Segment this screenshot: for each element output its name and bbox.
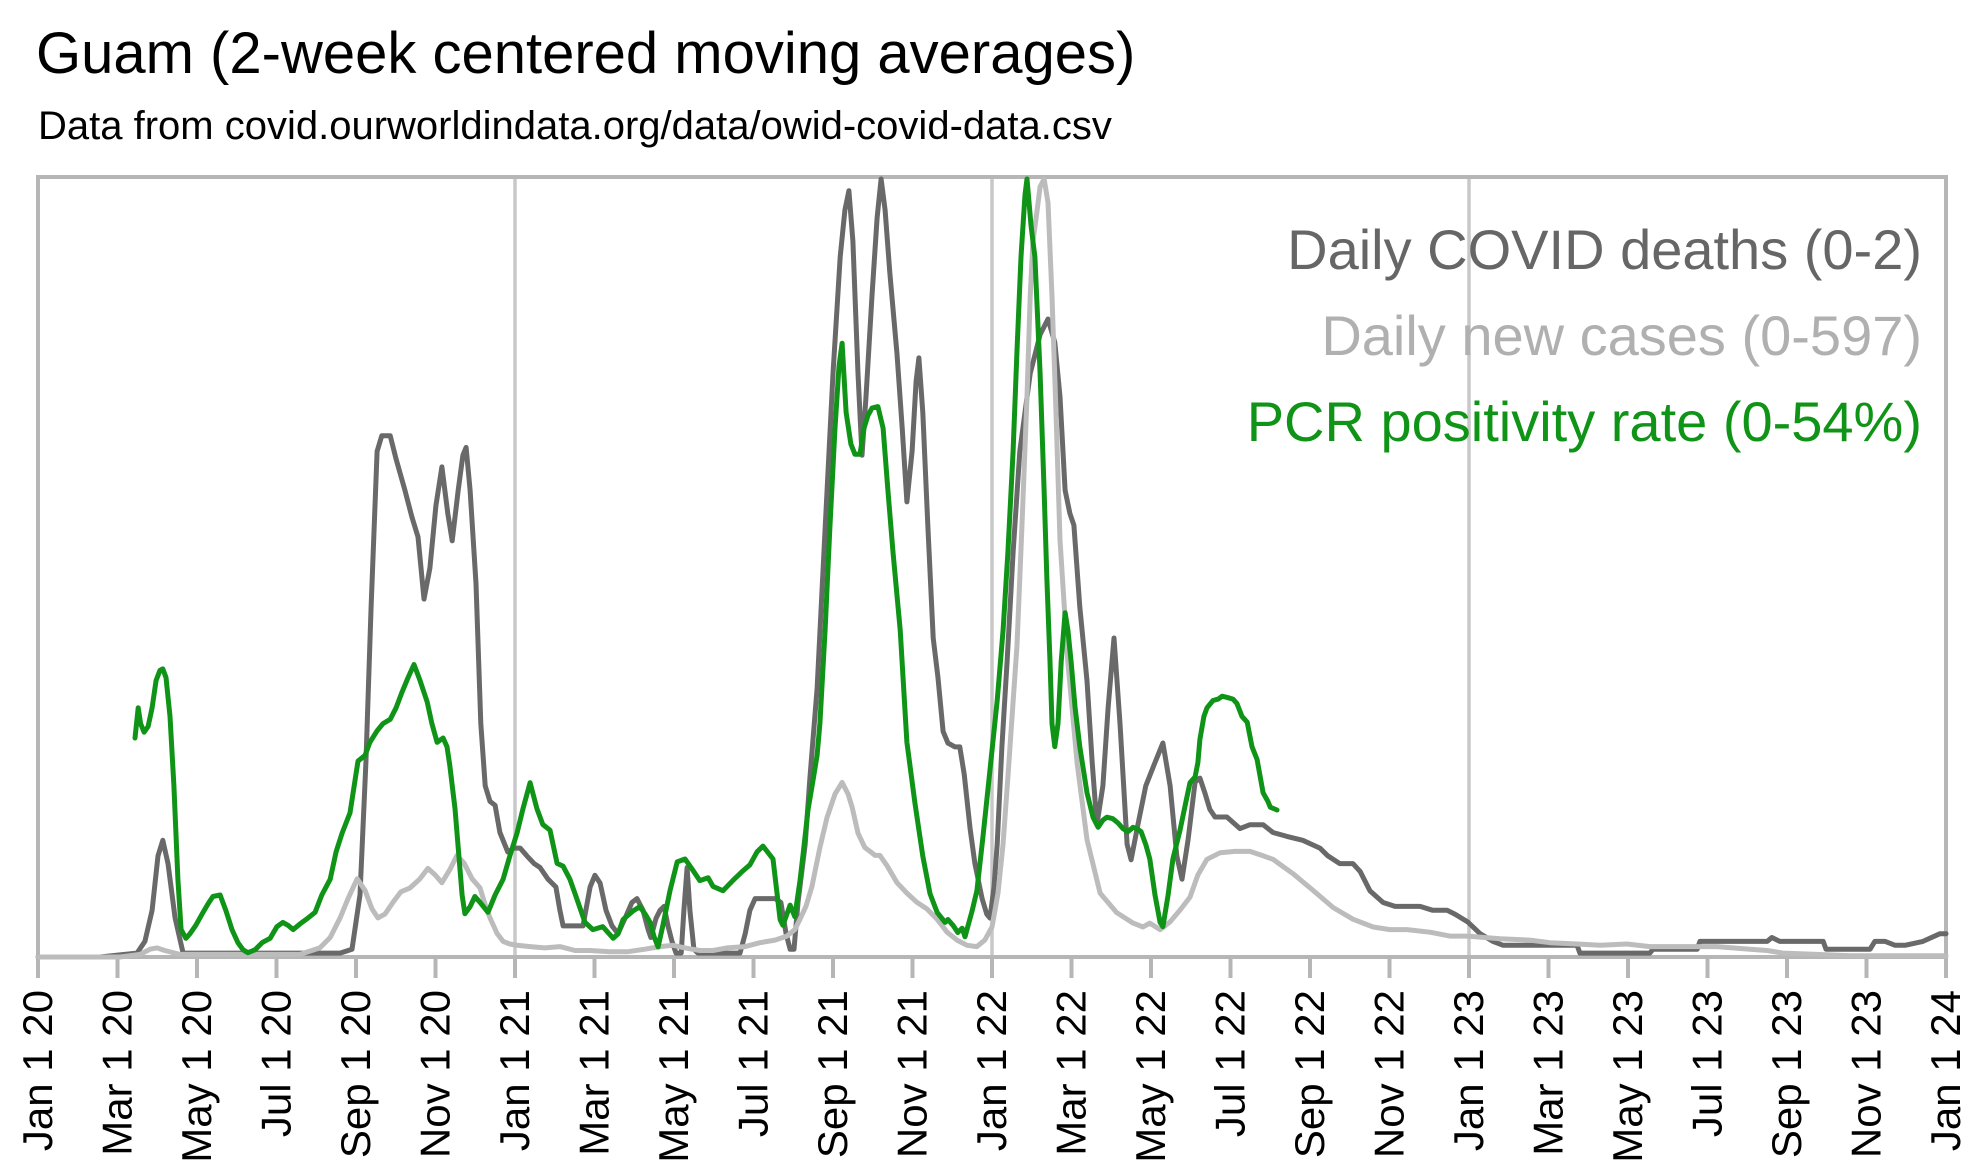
x-tick-label: Jan 1 23 <box>1445 990 1492 1151</box>
x-tick-label: Jan 1 20 <box>14 990 61 1151</box>
x-tick-label: Sep 1 20 <box>332 990 379 1158</box>
series-line-pcr-positivity-rate <box>132 176 1280 956</box>
legend-item-cases: Daily new cases (0-597) <box>1321 304 1922 367</box>
x-tick-label: Sep 1 23 <box>1763 990 1810 1158</box>
x-tick-label: Sep 1 21 <box>809 990 856 1158</box>
x-tick-label: Jul 1 23 <box>1684 990 1731 1137</box>
chart-legend: Daily COVID deaths (0-2) Daily new cases… <box>1247 207 1922 465</box>
x-tick-label: Jul 1 22 <box>1207 990 1254 1137</box>
legend-item-positivity: PCR positivity rate (0-54%) <box>1246 390 1922 453</box>
chart-source-subtitle: Data from covid.ourworldindata.org/data/… <box>38 104 1112 148</box>
x-tick-label: Mar 1 20 <box>94 990 141 1156</box>
x-tick-label: Mar 1 21 <box>571 990 618 1156</box>
series-line-daily-new-cases <box>35 176 1949 960</box>
x-tick-label: Jan 1 22 <box>968 990 1015 1151</box>
x-tick-label: Jul 1 20 <box>253 990 300 1137</box>
x-tick-label: May 1 21 <box>650 990 697 1163</box>
x-tick-label: Jul 1 21 <box>730 990 777 1137</box>
page-title: Guam (2-week centered moving averages) <box>36 21 1136 86</box>
x-tick-label: Jan 1 24 <box>1922 990 1969 1151</box>
x-tick-label: Nov 1 20 <box>412 990 459 1158</box>
x-tick-label: May 1 20 <box>173 990 220 1163</box>
x-tick-label: Jan 1 21 <box>491 990 538 1151</box>
x-tick-label: Mar 1 23 <box>1525 990 1572 1156</box>
x-tick-label: Sep 1 22 <box>1286 990 1333 1158</box>
x-tick-label: Nov 1 21 <box>889 990 936 1158</box>
x-tick-label: May 1 22 <box>1127 990 1174 1163</box>
legend-item-deaths: Daily COVID deaths (0-2) <box>1287 218 1922 281</box>
series-line-daily-covid-deaths <box>35 176 1949 960</box>
x-tick-label: Mar 1 22 <box>1048 990 1095 1156</box>
x-tick-label: Nov 1 22 <box>1366 990 1413 1158</box>
x-tick-label: Nov 1 23 <box>1843 990 1890 1158</box>
x-tick-label: May 1 23 <box>1604 990 1651 1163</box>
